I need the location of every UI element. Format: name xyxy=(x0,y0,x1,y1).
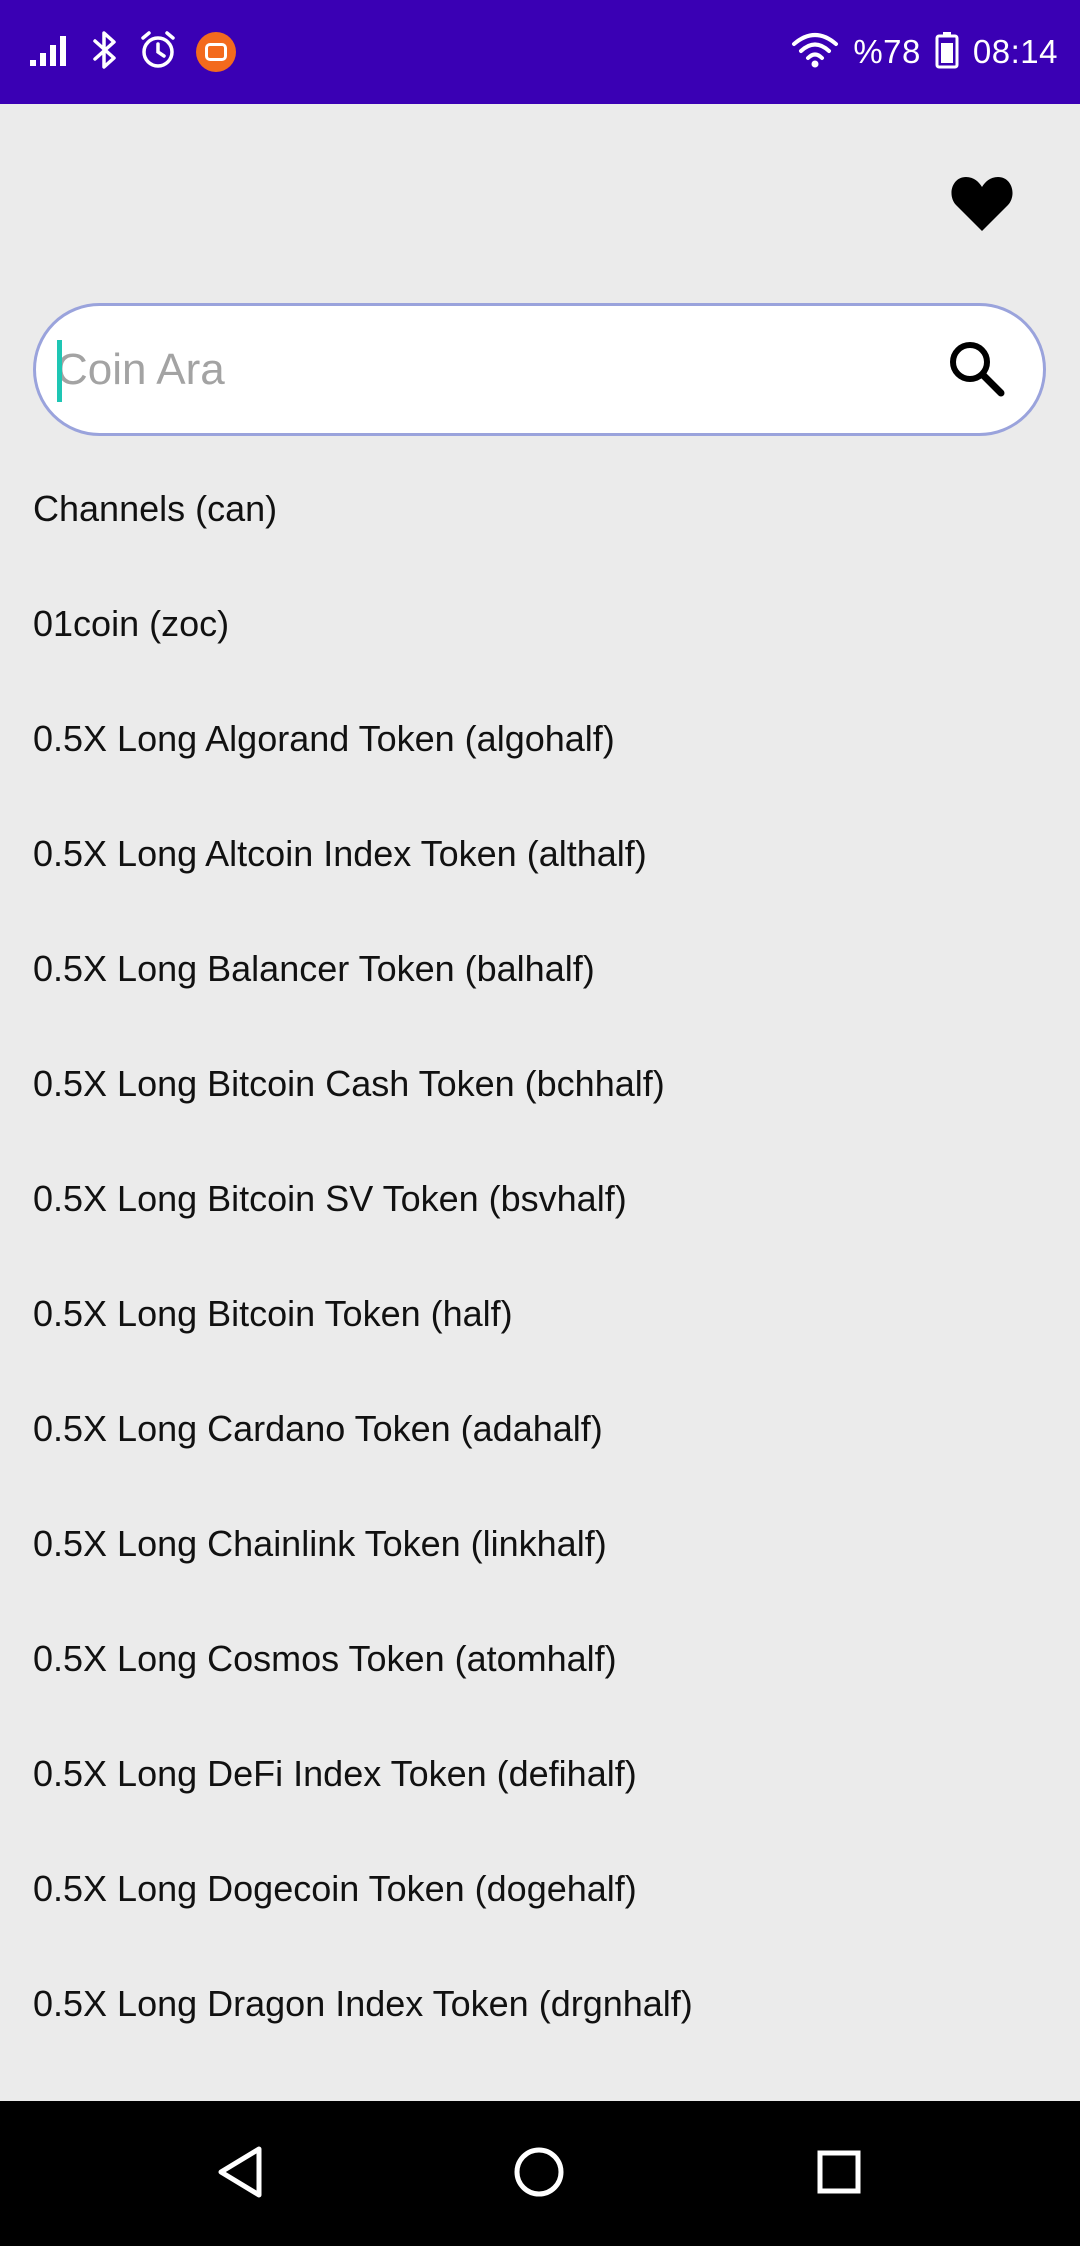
coin-list-item[interactable]: 0.5X Long Dogecoin Token (dogehalf) xyxy=(33,1868,637,1909)
signal-icon xyxy=(28,33,72,72)
back-icon xyxy=(215,2145,265,2204)
navigation-bar xyxy=(0,2101,1080,2246)
search-icon xyxy=(945,342,1009,405)
status-bar: %78 08:14 xyxy=(0,0,1080,104)
coin-list-item[interactable]: 0.5X Long Bitcoin Token (half) xyxy=(33,1293,513,1334)
coin-list-item[interactable]: 0.5X Long Bitcoin SV Token (bsvhalf) xyxy=(33,1178,627,1219)
battery-icon xyxy=(935,31,959,74)
favorites-button[interactable] xyxy=(944,168,1019,243)
home-button[interactable] xyxy=(502,2137,576,2211)
battery-percent: %78 xyxy=(853,33,921,70)
back-button[interactable] xyxy=(203,2137,277,2211)
coin-list-item[interactable]: 0.5X Long DeFi Index Token (defihalf) xyxy=(33,1753,637,1794)
coin-list-item[interactable]: 0.5X Long Algorand Token (algohalf) xyxy=(33,718,615,759)
search-bar[interactable] xyxy=(33,303,1046,436)
coin-list-item[interactable]: 0.5X Long Cosmos Token (atomhalf) xyxy=(33,1638,617,1679)
recents-button[interactable] xyxy=(802,2137,876,2211)
status-left-icons xyxy=(28,0,236,104)
coin-list-item[interactable]: 0.5X Long Altcoin Index Token (althalf) xyxy=(33,833,647,874)
status-right-icons: %78 08:14 xyxy=(791,0,1058,104)
search-input[interactable] xyxy=(56,306,956,433)
coin-list-item[interactable]: 0.5X Long Balancer Token (balhalf) xyxy=(33,948,595,989)
coin-list-item[interactable]: 0.5X Long Bitcoin Cash Token (bchhalf) xyxy=(33,1063,665,1104)
coin-list-item[interactable]: 01coin (zoc) xyxy=(33,603,230,644)
alarm-icon xyxy=(138,30,178,75)
wifi-icon xyxy=(791,32,839,73)
app-content: Channels (can) 01coin (zoc) 0.5X Long Al… xyxy=(0,104,1080,2101)
heart-icon xyxy=(950,173,1014,238)
recents-icon xyxy=(816,2149,862,2200)
coin-list-item[interactable]: Channels (can) xyxy=(33,488,278,529)
search-button[interactable] xyxy=(945,337,1009,401)
coin-list-item[interactable]: 0.5X Long Cardano Token (adahalf) xyxy=(33,1408,603,1449)
bluetooth-icon xyxy=(90,30,120,75)
coin-list-item[interactable]: 0.5X Long Dragon Index Token (drgnhalf) xyxy=(33,1983,693,2024)
text-caret xyxy=(57,340,62,402)
mi-app-icon xyxy=(196,32,236,72)
coin-list-item[interactable]: 0.5X Long Chainlink Token (linkhalf) xyxy=(33,1523,607,1564)
status-time: 08:14 xyxy=(972,33,1058,70)
home-icon xyxy=(512,2145,566,2204)
coin-list: Channels (can) 01coin (zoc) 0.5X Long Al… xyxy=(0,484,1080,2094)
